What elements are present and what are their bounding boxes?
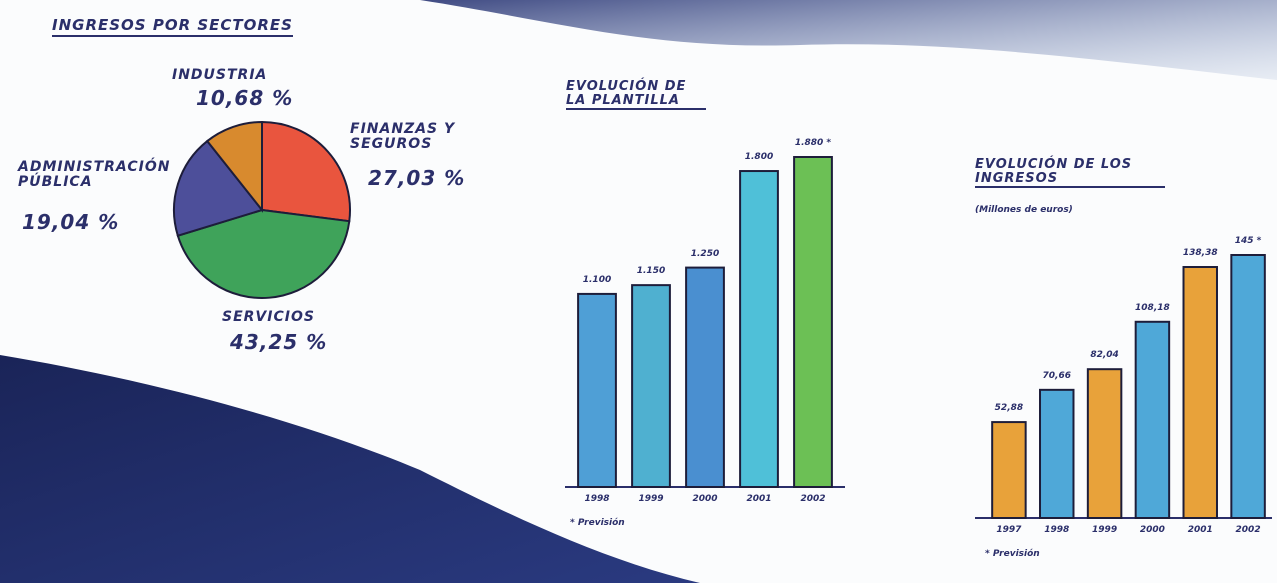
pie-slice bbox=[205, 120, 263, 213]
slice-label: SERVICIOS bbox=[222, 309, 315, 325]
chart-subtitle: (Millones de euros) bbox=[975, 205, 1073, 215]
bar-value-label: 52,88 bbox=[994, 403, 1024, 414]
x-tick-label: 1999 bbox=[1092, 525, 1118, 535]
bar-value-label: 1.800 bbox=[744, 152, 774, 163]
footnote: * Previsión bbox=[985, 549, 1040, 559]
chart-title: EVOLUCIÓN DE LA PLANTILLA bbox=[566, 80, 706, 111]
bar-value-label: 145 * bbox=[1234, 236, 1262, 246]
x-tick-label: 2002 bbox=[1235, 525, 1261, 535]
x-tick-label: 1999 bbox=[638, 494, 664, 504]
slice-value: 10,68 % bbox=[196, 86, 294, 110]
bar-value-label: 1.100 bbox=[582, 274, 612, 285]
footnote: * Previsión bbox=[570, 518, 625, 528]
bar-value-label: 138,38 bbox=[1182, 248, 1218, 258]
chart-title: INGRESOS POR SECTORES bbox=[52, 17, 293, 37]
bar bbox=[1134, 320, 1171, 520]
slice-value: 19,04 % bbox=[22, 210, 120, 234]
bar-value-label: 82,04 bbox=[1090, 350, 1119, 361]
x-tick-label: 2002 bbox=[800, 494, 826, 504]
pie-slice bbox=[261, 120, 351, 223]
bar bbox=[631, 284, 671, 489]
x-tick-label: 2000 bbox=[692, 494, 718, 504]
slice-value: 27,03 % bbox=[368, 166, 466, 190]
x-tick-label: 2000 bbox=[1139, 525, 1165, 535]
slice-label: INDUSTRIA bbox=[172, 67, 268, 83]
bar-value-label: 1.250 bbox=[690, 248, 720, 259]
pie-slice bbox=[176, 208, 351, 299]
slice-label: FINANZAS Y SEGUROS bbox=[350, 121, 456, 152]
x-tick-label: 1998 bbox=[584, 494, 610, 504]
sky-shade bbox=[420, 0, 1277, 80]
bar-value-label: 1.880 * bbox=[794, 138, 832, 148]
bar bbox=[1039, 388, 1075, 519]
x-tick-label: 1997 bbox=[996, 525, 1022, 535]
bar-value-label: 1.150 bbox=[636, 266, 666, 277]
bar bbox=[739, 170, 779, 489]
x-tick-label: 1998 bbox=[1044, 525, 1070, 535]
bar bbox=[685, 266, 725, 488]
chart-title: EVOLUCIÓN DE LOS INGRESOS bbox=[975, 158, 1165, 189]
bar bbox=[991, 421, 1027, 519]
bar bbox=[793, 156, 833, 488]
slice-label: ADMINISTRACIÓN PÚBLICA bbox=[18, 159, 171, 190]
bar bbox=[1086, 368, 1123, 519]
bar-value-label: 108,18 bbox=[1135, 302, 1170, 313]
slice-value: 43,25 % bbox=[230, 330, 328, 354]
pie-slice bbox=[173, 139, 264, 237]
x-tick-label: 2001 bbox=[1187, 525, 1213, 535]
x-tick-label: 2001 bbox=[746, 494, 772, 504]
bar bbox=[577, 292, 617, 488]
bar-value-label: 70,66 bbox=[1042, 370, 1071, 381]
hill-shade bbox=[0, 355, 700, 583]
bar bbox=[1182, 266, 1218, 520]
bar bbox=[1230, 254, 1266, 519]
